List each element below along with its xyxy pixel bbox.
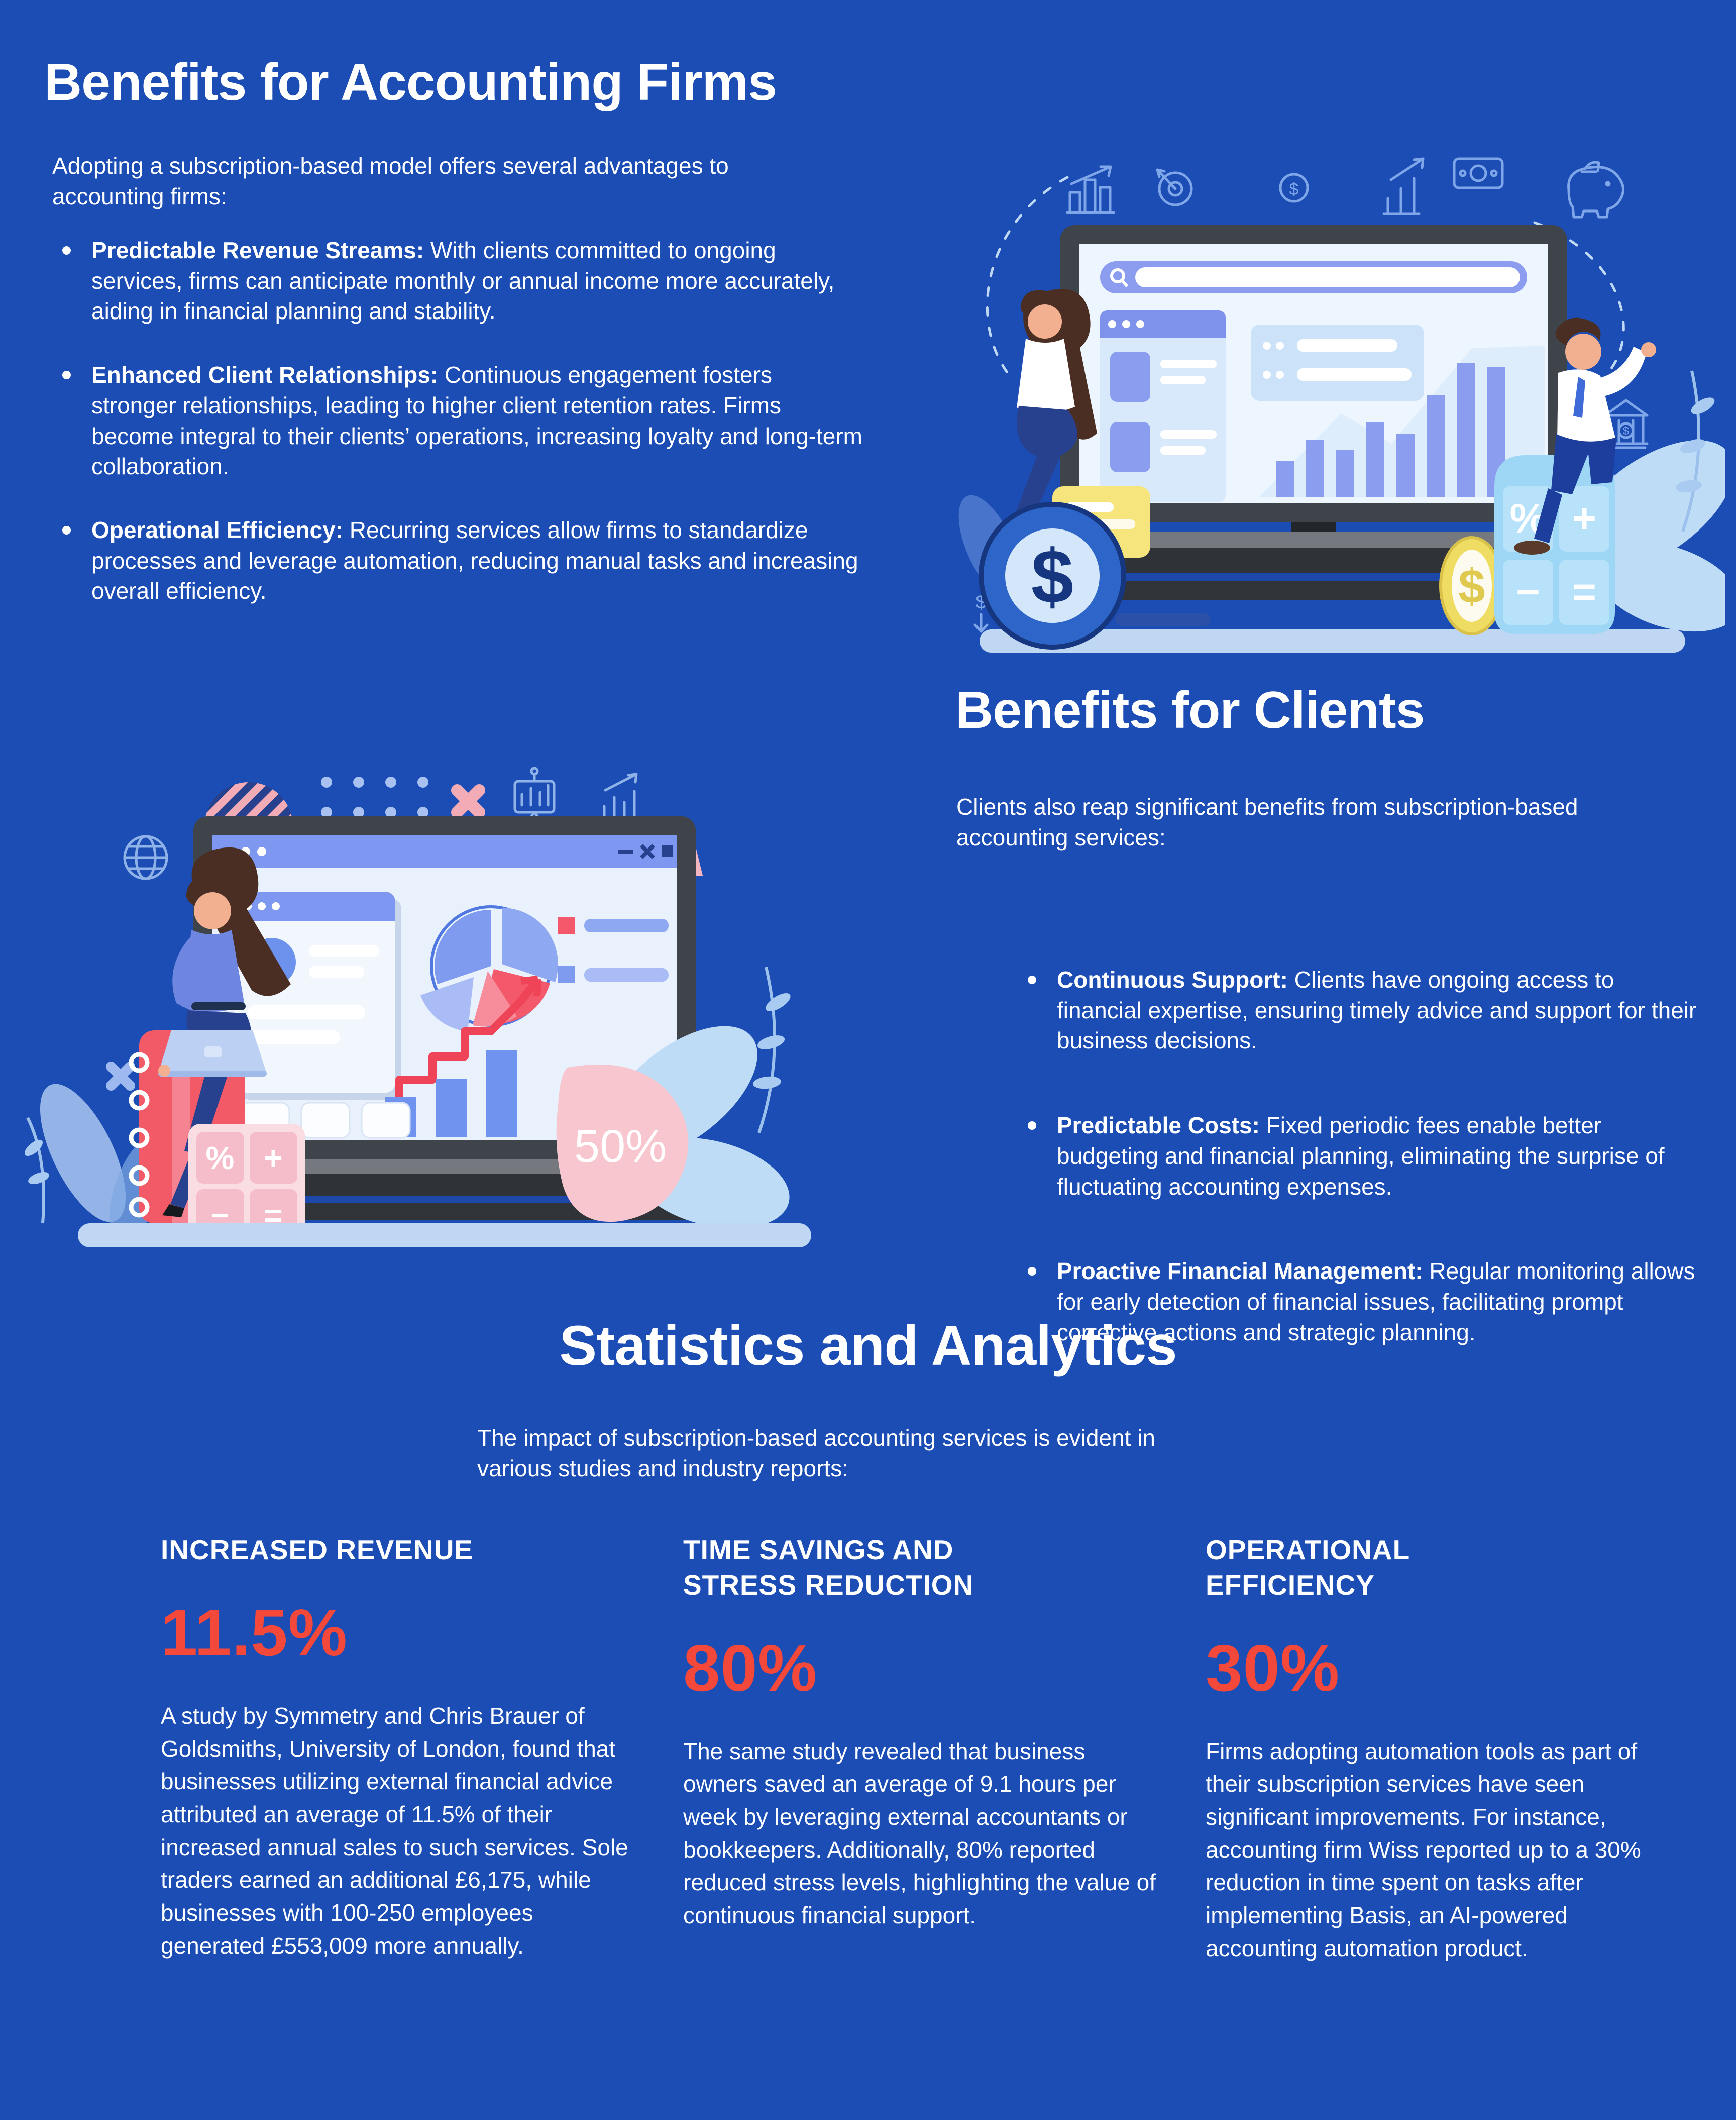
stat-description: The same study revealed that business ow… — [683, 1738, 1156, 1929]
pen — [1115, 613, 1211, 626]
bullet-lead: Predictable Costs: — [1057, 1112, 1260, 1139]
notification-card — [1251, 325, 1424, 401]
stats-section-title: Statistics and Analytics — [559, 1314, 1177, 1377]
money-bill-icon — [1453, 157, 1504, 189]
growth-chart-icon — [1382, 157, 1425, 215]
stat-heading: TIME SAVINGS AND STRESS REDUCTION — [683, 1534, 974, 1601]
minus-key: − — [1516, 569, 1540, 615]
stat-value: 30% — [1206, 1631, 1340, 1705]
stat-card-operational-efficiency: OPERATIONAL EFFICIENCY 30% Firms adoptin… — [1206, 1532, 1698, 1965]
mini-bar-chart — [385, 1050, 517, 1137]
bullet-text: With clients committed to ongoing servic… — [91, 237, 835, 325]
bar-chart-icon — [1066, 165, 1115, 214]
bullet-lead: Proactive Financial Management: — [1057, 1258, 1423, 1285]
stat-value: 11.5% — [161, 1596, 348, 1670]
chart-line-icon — [599, 773, 640, 823]
man-figure — [1514, 317, 1656, 555]
stat-card-increased-revenue: INCREASED REVENUE 11.5% A study by Symme… — [161, 1532, 653, 1965]
target-icon — [1156, 168, 1193, 206]
svg-text:$: $ — [1031, 534, 1074, 619]
dots-grid — [321, 777, 428, 818]
stat-heading: INCREASED REVENUE — [161, 1534, 474, 1565]
badge-label: 50% — [574, 1121, 667, 1172]
floor-platform — [78, 1223, 811, 1247]
list-item: Operational Efficiency: Recurring servic… — [59, 515, 863, 606]
firms-section-title: Benefits for Accounting Firms — [44, 53, 777, 112]
x-mark-icon — [451, 784, 485, 818]
bullet-text: Clients have ongoing access to financial… — [1057, 967, 1697, 1054]
list-item: Enhanced Client Relationships: Continuou… — [59, 360, 863, 482]
bullet-lead: Predictable Revenue Streams: — [91, 237, 424, 263]
dashed-arc-left — [986, 176, 1069, 377]
discount-badge: 50% — [556, 1064, 689, 1222]
percent-key: % — [206, 1140, 235, 1176]
piggy-bank-icon — [1567, 161, 1624, 219]
stats-section-intro: The impact of subscription-based account… — [477, 1425, 1156, 1481]
equals-key: = — [1572, 569, 1596, 615]
bullet-lead: Continuous Support: — [1057, 967, 1288, 993]
svg-text:$: $ — [1289, 180, 1299, 199]
accounting-dashboard-illustration: $ $ $ — [958, 157, 1725, 653]
stat-card-time-savings: TIME SAVINGS AND STRESS REDUCTION 80% Th… — [683, 1532, 1175, 1965]
bullet-text: Fixed periodic fees enable better budget… — [1057, 1112, 1665, 1200]
list-item: Proactive Financial Management: Regular … — [1025, 1256, 1698, 1347]
list-item: Predictable Revenue Streams: With client… — [59, 235, 863, 327]
bullet-lead: Operational Efficiency: — [91, 517, 344, 544]
plus-key: + — [1572, 496, 1596, 542]
bullet-text: Continuous engagement fosters stronger r… — [91, 362, 862, 480]
analytics-dashboard-illustration: % + − = 50% — [24, 767, 811, 1247]
presentation-board-icon — [513, 767, 556, 827]
svg-text:$: $ — [1623, 425, 1629, 437]
clients-section-title: Benefits for Clients — [955, 681, 1425, 739]
list-item: Predictable Costs: Fixed periodic fees e… — [1025, 1110, 1698, 1202]
gold-coin: $ — [1439, 536, 1504, 635]
stat-value: 80% — [683, 1631, 818, 1705]
stat-description: A study by Symmetry and Chris Brauer of … — [161, 1703, 628, 1959]
bar-chart — [1258, 346, 1545, 497]
sidebar-panel — [1100, 310, 1226, 502]
search-icon — [1110, 268, 1129, 288]
window-controls — [618, 844, 673, 859]
floor-platform — [980, 629, 1685, 653]
small-laptop — [158, 1030, 267, 1077]
dollar-coin-icon: $ — [1279, 173, 1309, 203]
plus-key: + — [264, 1140, 282, 1176]
clients-bullet-list: Continuous Support: Clients have ongoing… — [1025, 965, 1698, 1402]
bullet-lead: Enhanced Client Relationships: — [91, 362, 439, 388]
svg-text:$: $ — [1458, 560, 1485, 613]
x-mark-small-icon — [106, 1062, 135, 1091]
dollar-coin: $ — [979, 502, 1126, 650]
chart-legend — [558, 917, 669, 983]
firms-section-intro: Adopting a subscription-based model offe… — [52, 153, 729, 209]
bullet-text: Regular monitoring allows for early dete… — [1057, 1258, 1695, 1345]
list-item: Continuous Support: Clients have ongoing… — [1025, 965, 1698, 1056]
clients-section-intro: Clients also reap significant benefits f… — [956, 794, 1578, 851]
stat-heading: OPERATIONAL EFFICIENCY — [1206, 1534, 1410, 1601]
stats-columns: INCREASED REVENUE 11.5% A study by Symme… — [0, 1532, 1736, 1965]
search-bar — [1100, 261, 1527, 293]
bullet-text: Recurring services allow firms to standa… — [91, 517, 858, 604]
stat-description: Firms adopting automation tools as part … — [1206, 1738, 1641, 1961]
globe-icon — [123, 835, 168, 880]
firms-bullet-list: Predictable Revenue Streams: With client… — [59, 235, 863, 640]
